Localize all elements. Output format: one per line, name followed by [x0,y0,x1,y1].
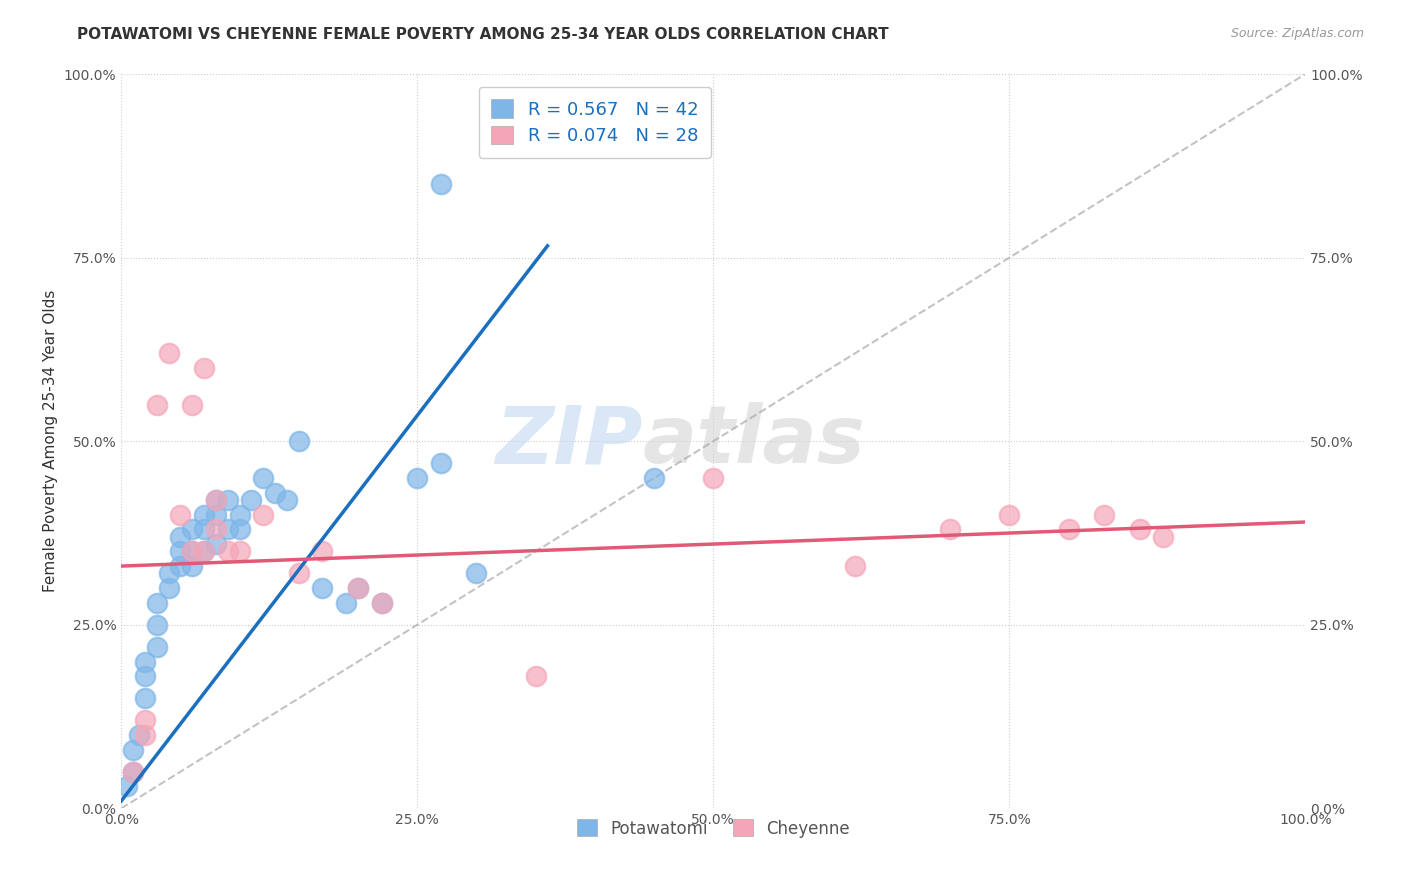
Point [228,508,250,522]
Point [311,581,333,595]
Point [939,522,962,536]
Text: atlas: atlas [643,402,865,480]
Point [193,522,215,536]
Point [370,596,392,610]
Point [145,596,167,610]
Point [228,544,250,558]
Point [169,530,191,544]
Point [240,493,263,508]
Point [134,669,156,683]
Point [998,508,1021,522]
Y-axis label: Female Poverty Among 25-34 Year Olds: Female Poverty Among 25-34 Year Olds [44,290,58,592]
Point [252,471,274,485]
Point [288,434,311,449]
Point [430,177,453,191]
Point [335,596,357,610]
Point [217,493,239,508]
Point [145,617,167,632]
Point [157,581,180,595]
Point [205,508,228,522]
Point [169,559,191,574]
Point [370,596,392,610]
Point [134,691,156,706]
Point [205,493,228,508]
Point [217,544,239,558]
Point [157,566,180,581]
Point [169,544,191,558]
Point [524,669,547,683]
Point [145,640,167,654]
Point [288,566,311,581]
Point [643,471,665,485]
Point [844,559,866,574]
Point [115,780,138,794]
Point [169,508,191,522]
Point [122,764,145,779]
Point [252,508,274,522]
Point [122,742,145,756]
Point [1057,522,1080,536]
Point [181,544,204,558]
Point [1152,530,1174,544]
Point [193,544,215,558]
Point [181,397,204,411]
Point [1129,522,1152,536]
Point [702,471,724,485]
Text: POTAWATOMI VS CHEYENNE FEMALE POVERTY AMONG 25-34 YEAR OLDS CORRELATION CHART: POTAWATOMI VS CHEYENNE FEMALE POVERTY AM… [77,27,889,42]
Point [157,346,180,360]
Point [205,537,228,551]
Point [134,714,156,728]
Point [347,581,370,595]
Text: Source: ZipAtlas.com: Source: ZipAtlas.com [1230,27,1364,40]
Point [276,493,298,508]
Text: ZIP: ZIP [495,402,643,480]
Point [264,485,287,500]
Point [228,522,250,536]
Point [205,493,228,508]
Point [122,764,145,779]
Point [205,522,228,536]
Point [193,360,215,375]
Point [193,544,215,558]
Legend: Potawatomi, Cheyenne: Potawatomi, Cheyenne [571,813,856,844]
Point [134,728,156,742]
Point [311,544,333,558]
Point [193,508,215,522]
Point [465,566,488,581]
Point [181,559,204,574]
Point [181,522,204,536]
Point [1092,508,1115,522]
Point [406,471,429,485]
Point [430,456,453,470]
Point [128,728,150,742]
Point [181,544,204,558]
Point [347,581,370,595]
Point [145,397,167,411]
Point [217,522,239,536]
Point [134,655,156,669]
